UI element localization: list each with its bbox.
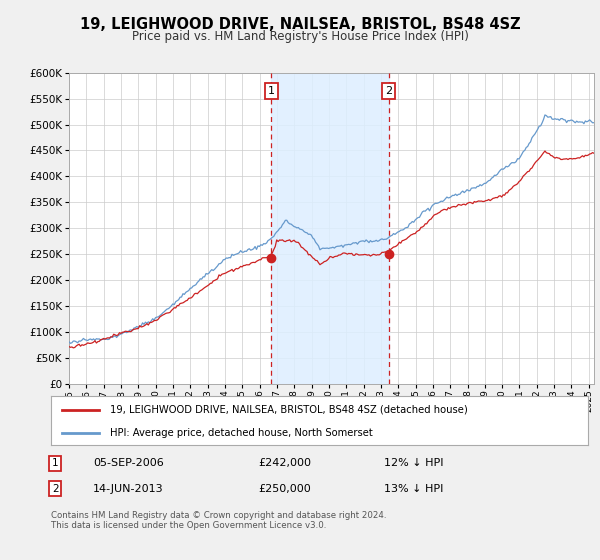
Text: 19, LEIGHWOOD DRIVE, NAILSEA, BRISTOL, BS48 4SZ (detached house): 19, LEIGHWOOD DRIVE, NAILSEA, BRISTOL, B… <box>110 405 468 415</box>
Bar <box>271 73 389 384</box>
Text: 2: 2 <box>385 86 392 96</box>
Text: 05-SEP-2006: 05-SEP-2006 <box>93 458 164 468</box>
Text: 2: 2 <box>52 484 59 494</box>
Text: £250,000: £250,000 <box>258 484 311 494</box>
Text: £242,000: £242,000 <box>258 458 311 468</box>
Text: Price paid vs. HM Land Registry's House Price Index (HPI): Price paid vs. HM Land Registry's House … <box>131 30 469 43</box>
Text: 13% ↓ HPI: 13% ↓ HPI <box>384 484 443 494</box>
Text: 1: 1 <box>52 458 59 468</box>
Text: 1: 1 <box>268 86 275 96</box>
Text: Contains HM Land Registry data © Crown copyright and database right 2024.
This d: Contains HM Land Registry data © Crown c… <box>51 511 386 530</box>
Text: HPI: Average price, detached house, North Somerset: HPI: Average price, detached house, Nort… <box>110 428 373 438</box>
Text: 12% ↓ HPI: 12% ↓ HPI <box>384 458 443 468</box>
Text: 19, LEIGHWOOD DRIVE, NAILSEA, BRISTOL, BS48 4SZ: 19, LEIGHWOOD DRIVE, NAILSEA, BRISTOL, B… <box>80 17 520 32</box>
Text: 14-JUN-2013: 14-JUN-2013 <box>93 484 164 494</box>
